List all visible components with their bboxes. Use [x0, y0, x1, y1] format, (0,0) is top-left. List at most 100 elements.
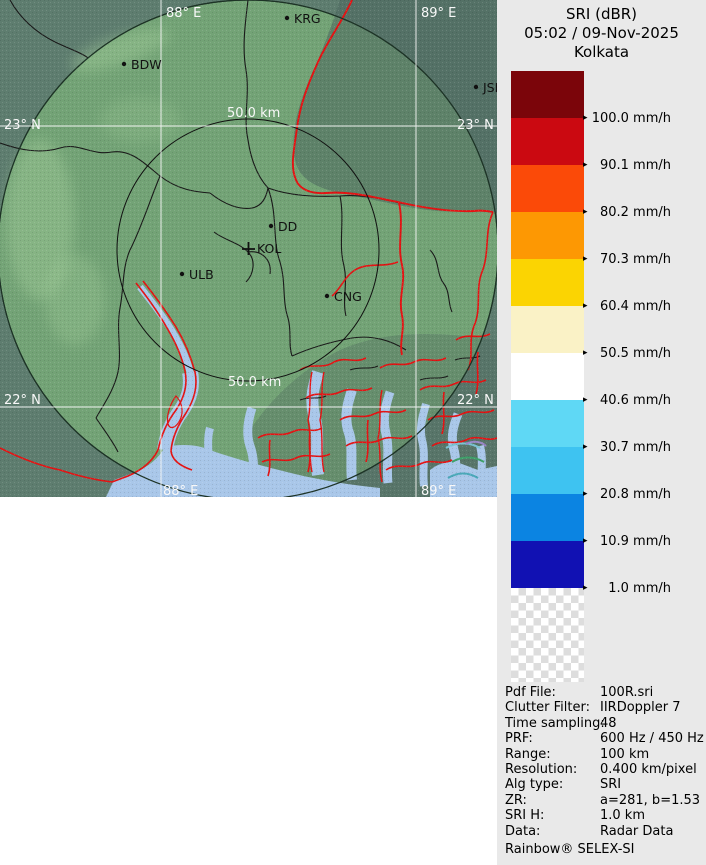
legend-value-label: 40.6 mm/h [599, 392, 671, 408]
legend-tick-arrow-icon: ▸ [583, 489, 588, 499]
place-label-cng: CNG [334, 289, 362, 304]
legend-value-label: 1.0 mm/h [608, 580, 671, 596]
graticule-labels: 88° E 89° E 88° E 89° E 23° N 23° N 22° … [4, 6, 494, 499]
metadata-label: Data: [505, 823, 541, 839]
legend-value-label: 100.0 mm/h [591, 110, 671, 126]
legend-tick-arrow-icon: ▸ [583, 395, 588, 405]
legend-value-label: 90.1 mm/h [599, 157, 671, 173]
place-dot-bdw [121, 61, 127, 67]
info-panel: SRI (dBR) 05:02 / 09-Nov-2025 Kolkata ▸ … [497, 0, 706, 865]
legend-value-label: 50.5 mm/h [599, 345, 671, 361]
radar-map: 88° E 89° E 88° E 89° E 23° N 23° N 22° … [0, 0, 504, 501]
label-range-50km-bottom: 50.0 km [228, 375, 281, 390]
product-title: SRI (dBR) [565, 5, 638, 23]
legend-entry: ▸ 30.7 mm/h [583, 438, 671, 456]
place-dot-jsr [473, 84, 479, 90]
software-brand: Rainbow® SELEX-SI [505, 842, 635, 858]
metadata-label: Alg type: [505, 777, 564, 793]
metadata-label: SRI H: [505, 808, 545, 824]
legend-entry: ▸ 60.4 mm/h [583, 297, 671, 315]
metadata-row: PRF: 600 Hz / 450 Hz [505, 731, 704, 746]
metadata-value: Radar Data [600, 823, 674, 839]
legend-swatch [511, 71, 584, 118]
metadata-row: Time sampling: 48 [505, 716, 704, 731]
metadata-row: Alg type: SRI [505, 777, 704, 792]
legend-swatch [511, 447, 584, 494]
metadata-value: 1.0 km [600, 808, 645, 824]
radar-site-cross-icon [242, 242, 255, 255]
legend-tick-arrow-icon: ▸ [583, 583, 588, 593]
legend-swatch [511, 494, 584, 541]
legend-value-label: 80.2 mm/h [599, 204, 671, 220]
metadata-value: SRI [600, 777, 622, 793]
legend-swatch [511, 400, 584, 447]
legend-swatch [511, 259, 584, 306]
legend-value-label: 10.9 mm/h [599, 533, 671, 549]
legend-value-label: 60.4 mm/h [599, 298, 671, 314]
legend-entry: ▸ 100.0 mm/h [583, 109, 671, 127]
legend-entry: ▸ 10.9 mm/h [583, 532, 671, 550]
legend-tick-arrow-icon: ▸ [583, 113, 588, 123]
place-label-kol: KOL [257, 241, 281, 256]
metadata-value: 600 Hz / 450 Hz [600, 731, 704, 747]
place-label-ulb: ULB [189, 267, 214, 282]
metadata-label: Time sampling: [505, 715, 605, 731]
metadata-row: Resolution: 0.400 km/pixel [505, 762, 704, 777]
metadata-row: Data: Radar Data [505, 824, 704, 839]
legend-swatch [511, 212, 584, 259]
metadata-label: Clutter Filter: [505, 700, 590, 716]
legend-tick-arrow-icon: ▸ [583, 348, 588, 358]
legend-entry: ▸ 40.6 mm/h [583, 391, 671, 409]
label-range-50km-top: 50.0 km [227, 106, 280, 121]
metadata-row: Clutter Filter: IIRDoppler 7 [505, 700, 704, 715]
radar-map-area: 88° E 89° E 88° E 89° E 23° N 23° N 22° … [0, 0, 504, 501]
legend-tick-arrow-icon: ▸ [583, 207, 588, 217]
label-lon-89e-top: 89° E [421, 6, 456, 21]
legend-value-label: 30.7 mm/h [599, 439, 671, 455]
metadata-label: Resolution: [505, 762, 578, 778]
legend-tick-arrow-icon: ▸ [583, 536, 588, 546]
legend-entry: ▸ 20.8 mm/h [583, 485, 671, 503]
label-lon-89e-bottom: 89° E [421, 484, 456, 497]
legend-swatch [511, 353, 584, 400]
metadata-value: 100R.sri [600, 685, 654, 700]
legend-value-label: 70.3 mm/h [599, 251, 671, 267]
label-lon-88e-top: 88° E [166, 6, 201, 21]
legend-entry: ▸ 50.5 mm/h [583, 344, 671, 362]
legend-value-label: 20.8 mm/h [599, 486, 671, 502]
metadata-value: 100 km [600, 746, 650, 762]
legend-swatch [511, 118, 584, 165]
place-dot-dd [268, 223, 274, 229]
place-dot-krg [284, 15, 290, 21]
legend-entry: ▸ 90.1 mm/h [583, 156, 671, 174]
metadata-row: ZR: a=281, b=1.53 [505, 793, 704, 808]
graticule-lines [0, 0, 497, 497]
metadata-row: Pdf File: 100R.sri [505, 685, 704, 700]
legend-entry: ▸ 70.3 mm/h [583, 250, 671, 268]
metadata-value: 48 [600, 715, 617, 731]
legend-entry: ▸ 1.0 mm/h [583, 579, 671, 597]
place-markers: KRG BDW JSR DD KOL ULB CNG [121, 11, 504, 304]
range-ring-50km [116, 118, 380, 382]
metadata-label: Pdf File: [505, 685, 556, 700]
label-lon-88e-bottom: 88° E [163, 484, 198, 497]
place-label-dd: DD [278, 219, 297, 234]
place-label-bdw: BDW [131, 57, 162, 72]
label-lat-23n-right: 23° N [457, 118, 494, 133]
label-lat-23n-left: 23° N [4, 118, 41, 133]
legend-tick-arrow-icon: ▸ [583, 442, 588, 452]
legend-entry: ▸ 80.2 mm/h [583, 203, 671, 221]
metadata-label: Range: [505, 746, 551, 762]
legend-swatch [511, 165, 584, 212]
label-lat-22n-left: 22° N [4, 393, 41, 408]
station-name: Kolkata [573, 43, 630, 61]
legend-tick-arrow-icon: ▸ [583, 254, 588, 264]
scan-datetime: 05:02 / 09-Nov-2025 [524, 24, 679, 42]
panel-header: SRI (dBR) 05:02 / 09-Nov-2025 Kolkata [497, 5, 706, 62]
metadata-row: Range: 100 km [505, 747, 704, 762]
place-dot-ulb [179, 271, 185, 277]
metadata-label: PRF: [505, 731, 533, 747]
label-lat-22n-right: 22° N [457, 393, 494, 408]
place-dot-cng [324, 293, 330, 299]
